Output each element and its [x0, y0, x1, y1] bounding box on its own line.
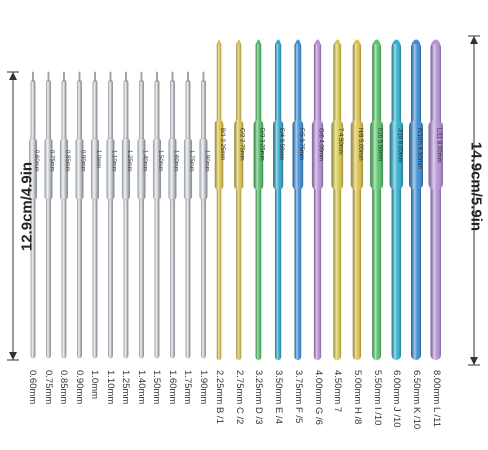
aluminum-size-label: 3.75mm F /5 [292, 370, 304, 424]
aluminum-hook: C/2 2.75mm [234, 39, 245, 360]
hook-engraving: K/10½ 6.50mm [416, 128, 423, 169]
steel-hook: 1.0mm [90, 71, 101, 359]
hook-engraving: 1.90mm [203, 150, 209, 172]
steel-size-label: 1.0mm [89, 370, 100, 400]
aluminum-size-label: 2.25mm B /1 [214, 370, 225, 424]
aluminum-size-label: 3.50mm E /4 [273, 370, 285, 424]
steel-hook: 1.90mm [199, 71, 209, 359]
aluminum-size-label: 5.50mm I /10 [371, 370, 383, 426]
aluminum-hook: J/10 6.00mm [389, 39, 404, 360]
hook-engraving: 0.75mm [48, 150, 54, 172]
aluminum-hook: E/4 3.50mm [273, 39, 284, 360]
steel-hook: 0.90mm [75, 71, 85, 359]
hook-engraving: 1.0mm [95, 150, 101, 168]
steel-size-label: 1.50mm [151, 370, 162, 405]
aluminum-size-label: 5.00mm H /8 [351, 370, 363, 425]
steel-size-label: 0.90mm [73, 370, 85, 405]
steel-hook: 1.50mm [152, 71, 163, 359]
aluminum-size-label: 2.75mm C /2 [233, 370, 245, 425]
hook-engraving: D/3 3.25mm [258, 128, 264, 161]
hook-engraving: 1.25mm [126, 150, 132, 172]
aluminum-size-label: 4.50mm 7 [332, 370, 344, 413]
steel-size-label: 1.40mm [135, 370, 147, 405]
hook-engraving: 1.40mm [141, 150, 147, 172]
aluminum-hook: K/10½ 6.50mm [409, 39, 423, 360]
steel-size-label: 1.90mm [197, 370, 209, 405]
aluminum-hook: 7 4.50mm [331, 39, 343, 360]
steel-size-label: 1.25mm [120, 370, 131, 405]
steel-hook: 1.75mm [183, 71, 194, 359]
left-measure-label: 12.9cm/4.9in [18, 161, 36, 252]
aluminum-hook: F/5 3.75mm [292, 39, 304, 360]
steel-hook: 1.25mm [121, 71, 132, 359]
aluminum-size-label: 8.00mm L /11 [430, 370, 442, 428]
steel-hook: 1.40mm [137, 71, 147, 359]
aluminum-size-label: 4.00mm G /6 [312, 370, 324, 425]
hook-engraving: 1.75mm [188, 150, 194, 172]
steel-hook: 1.60mm [168, 71, 178, 359]
steel-size-label: 1.10mm [104, 370, 116, 405]
right-measure-label: 14.9cm/5.9in [467, 141, 485, 232]
steel-size-label: 0.60mm [27, 370, 38, 405]
hook-engraving: 0.85mm [64, 150, 70, 172]
right-measure-line [468, 35, 480, 366]
hook-engraving: H/8 5.00mm [357, 128, 363, 161]
aluminum-size-label: 6.00mm J /10 [391, 370, 403, 428]
hook-engraving: C/2 2.75mm [239, 128, 245, 161]
hook-engraving: 1.60mm [172, 150, 178, 172]
hook-engraving: I/10 5.50mm [377, 128, 383, 161]
aluminum-hook: B/1 2.25mm [214, 39, 225, 360]
hook-engraving: L/11 8.00mm [436, 128, 442, 163]
steel-hook: 0.75mm [44, 71, 54, 359]
aluminum-hook: G/6 4.00mm [311, 39, 324, 360]
steel-hook: 0.60mm [29, 71, 39, 359]
steel-size-label: 0.85mm [58, 370, 69, 405]
hook-engraving: E/4 3.50mm [278, 128, 284, 160]
hook-engraving: 1.10mm [110, 150, 116, 172]
hook-engraving: 1.50mm [157, 150, 163, 172]
aluminum-size-label: 6.50mm K /10 [411, 370, 422, 430]
steel-size-label: 0.75mm [42, 370, 54, 405]
steel-size-label: 1.75mm [182, 370, 193, 405]
steel-hook: 1.10mm [106, 71, 116, 359]
left-measure-line [7, 71, 19, 361]
aluminum-hook: L/11 8.00mm [428, 39, 443, 360]
hook-engraving: 0.60mm [33, 150, 39, 172]
hook-engraving: G/6 4.00mm [318, 128, 324, 161]
aluminum-hook: D/3 3.25mm [253, 39, 264, 360]
aluminum-hook: I/10 5.50mm [370, 39, 384, 360]
hook-engraving: J/10 6.00mm [396, 128, 402, 163]
steel-size-label: 1.60mm [166, 370, 178, 405]
hook-engraving: 0.90mm [79, 150, 85, 172]
hook-engraving: B/1 2.25mm [219, 128, 225, 160]
aluminum-size-label: 3.25mm D /3 [253, 370, 265, 425]
steel-hook: 0.85mm [60, 71, 70, 359]
hook-engraving: 7 4.50mm [337, 128, 343, 155]
aluminum-hook: H/8 5.00mm [350, 39, 364, 360]
hook-engraving: F/5 3.75mm [298, 128, 304, 160]
